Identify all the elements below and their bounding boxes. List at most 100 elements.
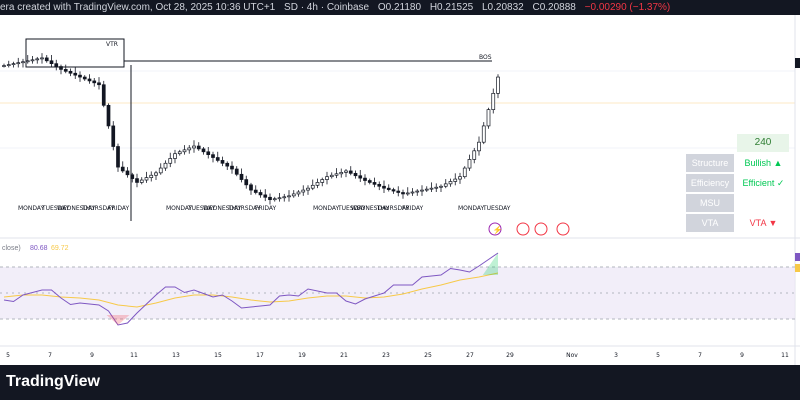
day-label: MONDAY <box>166 205 193 212</box>
candle <box>139 177 144 185</box>
candle <box>306 185 310 195</box>
candle <box>339 168 344 178</box>
candle-body <box>439 185 443 188</box>
candle-body <box>410 191 415 194</box>
flash-event-icon[interactable] <box>488 222 502 236</box>
candle <box>448 178 453 187</box>
panel-key: Structure <box>686 154 734 172</box>
candle <box>144 171 149 183</box>
candle-body <box>424 188 429 191</box>
candle-body <box>130 174 135 179</box>
rsi-overbought-fill <box>482 253 498 275</box>
day-label: TUESDAY <box>187 205 216 212</box>
candle-body <box>429 187 434 190</box>
panel-value <box>737 194 790 212</box>
candle <box>63 64 68 74</box>
candle-body <box>87 78 92 82</box>
candle-body <box>325 176 329 180</box>
candle <box>458 172 462 184</box>
candle <box>225 161 230 170</box>
candle <box>358 169 363 182</box>
candle-body <box>448 181 453 185</box>
candle <box>230 161 234 174</box>
candle-body <box>458 176 462 180</box>
candle <box>211 151 215 163</box>
day-label: WEDNESDAY <box>57 205 96 212</box>
x-tick-label: 11 <box>781 352 789 359</box>
candle <box>30 55 35 64</box>
panel-row-efficiency: Efficiency Efficient ✓ <box>686 174 790 192</box>
candle <box>111 121 116 151</box>
open-value: O0.21180 <box>377 2 422 13</box>
candle <box>11 61 16 68</box>
candle-body <box>21 61 25 64</box>
candle <box>310 179 315 191</box>
candle <box>405 187 410 196</box>
high-value: H0.21525 <box>429 2 474 13</box>
candle-body <box>372 182 377 185</box>
x-tick-label: 7 <box>48 352 52 359</box>
candle-body <box>230 165 234 170</box>
candle <box>325 171 329 185</box>
day-label: WEDNESDAY <box>203 205 242 212</box>
day-label: FRIDAY <box>108 205 130 212</box>
day-label: TUESDAY <box>482 205 511 212</box>
candle-body <box>6 64 11 66</box>
candle-body <box>78 74 82 78</box>
panel-row-structure: Structure Bullish ▲ <box>686 154 790 172</box>
candle-body <box>249 184 253 191</box>
candle <box>320 177 325 187</box>
candle <box>68 68 73 77</box>
tradingview-logo[interactable]: TradingView <box>6 373 100 390</box>
low-value: L0.20832 <box>481 2 524 13</box>
candle-body <box>40 57 44 60</box>
candle-body <box>420 189 424 192</box>
candle <box>239 168 244 183</box>
candle-body <box>363 177 367 181</box>
candle-body <box>486 109 491 127</box>
candle-body <box>358 175 363 179</box>
candle <box>87 74 92 84</box>
candle-body <box>49 60 54 65</box>
candle <box>372 177 377 188</box>
x-tick-label: 9 <box>740 352 744 359</box>
candle-body <box>453 178 458 182</box>
day-label: TUESDAY <box>41 205 70 212</box>
candle <box>386 184 391 192</box>
rsi-ma-line <box>3 272 499 308</box>
candle-body <box>158 167 163 174</box>
candle-body <box>125 170 130 176</box>
candle <box>120 161 125 173</box>
panel-row-msu: MSU <box>686 194 790 212</box>
candle <box>97 77 101 90</box>
us-flag-event-icon[interactable] <box>516 222 530 236</box>
us-flag-event-icon[interactable] <box>534 222 548 236</box>
candle-body <box>496 76 500 94</box>
us-flag-event-icon[interactable] <box>556 222 570 236</box>
candle <box>287 190 291 202</box>
panel-value: Efficient ✓ <box>737 174 790 192</box>
candle-body <box>116 146 120 168</box>
candle <box>382 180 386 193</box>
candle-body <box>329 174 334 178</box>
candle <box>106 103 111 129</box>
x-tick-label: 17 <box>256 352 264 359</box>
candle <box>21 58 25 68</box>
candle-body <box>11 63 16 66</box>
rsi-badge <box>795 253 800 261</box>
candle <box>220 156 225 167</box>
event-icons[interactable]: ⚡ <box>488 222 570 236</box>
day-label: TUESDAY <box>337 205 366 212</box>
symbol-name[interactable]: SD · 4h · Coinbase <box>284 2 370 13</box>
day-label: WEDNESDAY <box>351 205 390 212</box>
candle <box>453 173 458 186</box>
candle-body <box>472 150 477 160</box>
candle <box>491 88 496 114</box>
candle <box>82 75 87 81</box>
candle-body <box>54 63 59 67</box>
candle-body <box>59 66 63 70</box>
candle-body <box>310 184 315 189</box>
chart-canvas[interactable]: VTR BOS MONDAYTUESDAYWEDNESDAYTHURSDAYFR… <box>0 15 800 365</box>
candle-body <box>149 174 154 178</box>
